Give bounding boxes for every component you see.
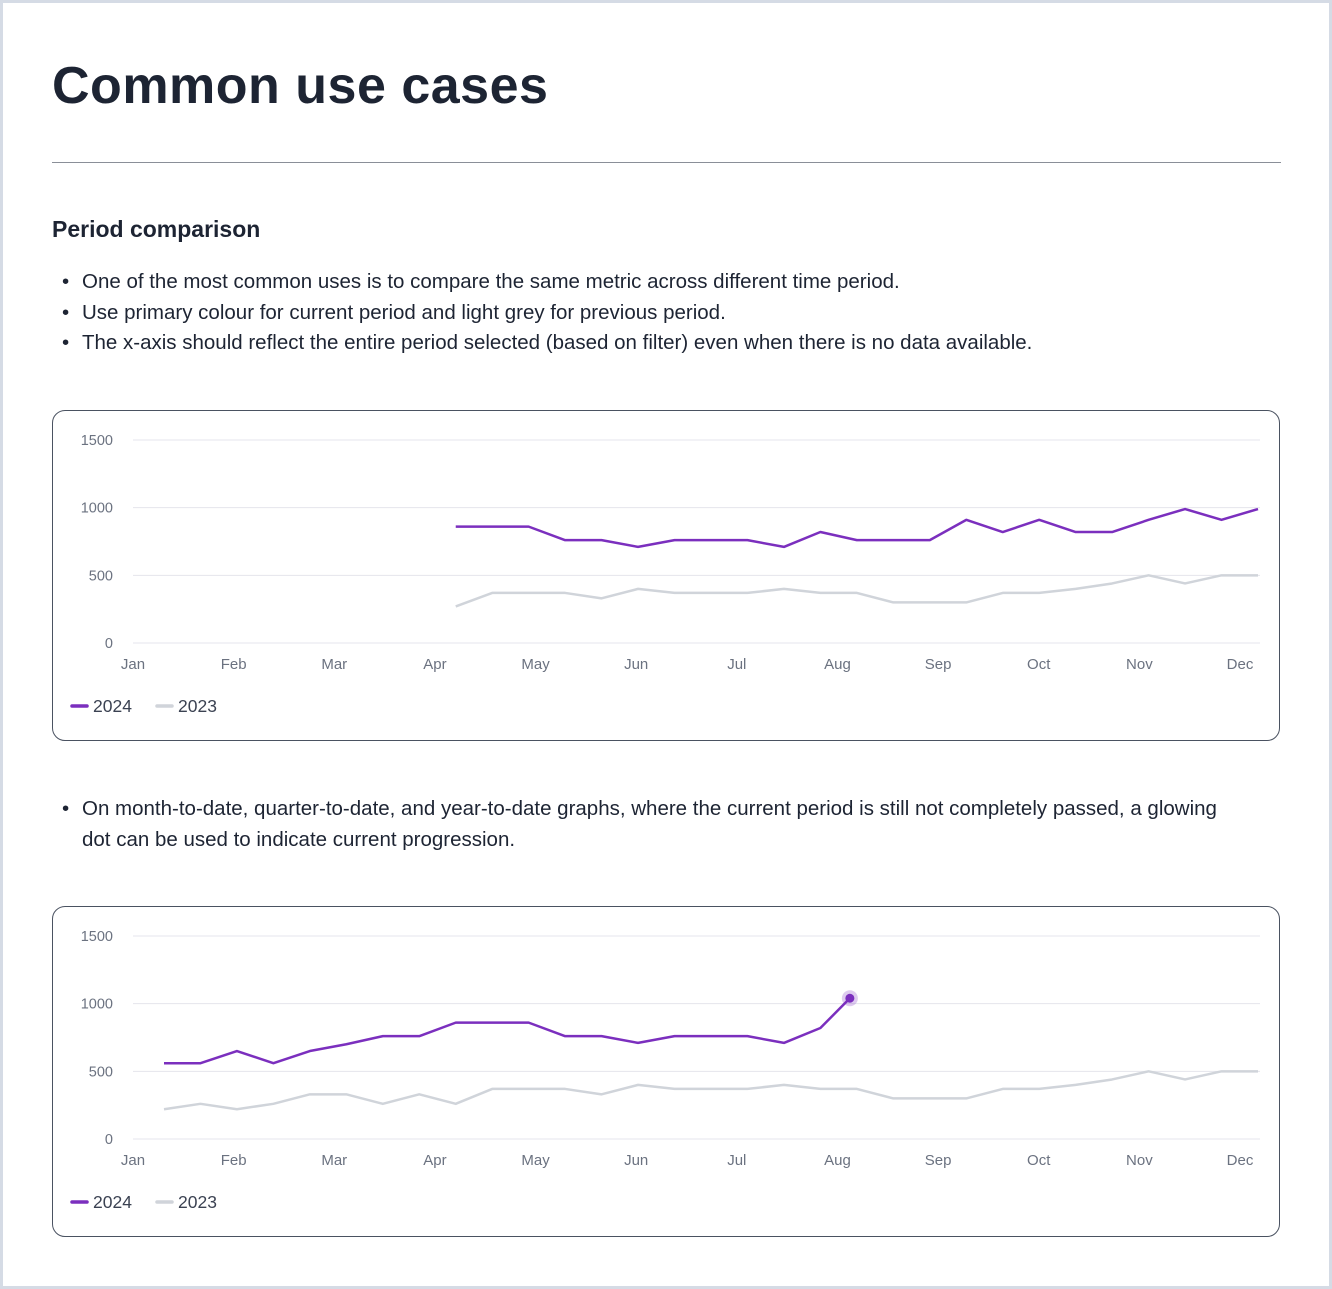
x-tick-label: Oct: [1027, 1152, 1051, 1169]
series-line-2023: [454, 573, 1258, 608]
series-line-2024: [455, 507, 1258, 548]
x-tick-label: Apr: [423, 656, 446, 673]
guideline-item: One of the most common uses is to compar…: [52, 267, 1032, 298]
y-tick-label: 0: [104, 636, 112, 652]
y-tick-label: 500: [88, 1064, 112, 1080]
x-tick-label: Dec: [1226, 1152, 1253, 1169]
x-tick-label: Aug: [824, 656, 851, 673]
legend-label: 2024: [93, 1192, 132, 1212]
y-tick-label: 1500: [80, 433, 112, 449]
x-tick-label: Jun: [624, 656, 648, 673]
period-comparison-chart-card: 0 500 1000 1500 Jan Feb Mar Apr May Jun Jul Aug Sep O…: [52, 410, 1280, 741]
guideline-list: One of the most common uses is to compar…: [52, 267, 1032, 359]
legend-label: 2024: [93, 696, 132, 716]
x-tick-label: Nov: [1126, 656, 1153, 673]
x-tick-label: Apr: [423, 1152, 446, 1169]
year-to-date-chart-card: 0 500 1000 1500 Jan Feb Mar Apr May Jun Jul Aug Sep O…: [52, 906, 1280, 1237]
x-tick-label: May: [521, 656, 550, 673]
guideline-list-2: On month-to-date, quarter-to-date, and y…: [52, 794, 1232, 855]
y-tick-label: 1000: [80, 996, 112, 1012]
series-line-2024: [163, 996, 851, 1064]
y-tick-label: 1000: [80, 500, 112, 516]
guideline-item: On month-to-date, quarter-to-date, and y…: [52, 794, 1232, 855]
legend-label: 2023: [178, 696, 217, 716]
guideline-item: The x-axis should reflect the entire per…: [52, 328, 1032, 359]
guideline-item: Use primary colour for current period an…: [52, 298, 1032, 329]
y-tick-label: 1500: [80, 929, 112, 945]
x-tick-label: Sep: [924, 1152, 951, 1169]
legend-label: 2023: [178, 1192, 217, 1212]
year-to-date-chart: 0 500 1000 1500 Jan Feb Mar Apr May Jun Jul Aug Sep O…: [69, 929, 1260, 1212]
x-tick-label: Jul: [727, 656, 746, 673]
x-tick-label: Oct: [1027, 656, 1051, 673]
x-tick-label: Mar: [321, 1152, 347, 1169]
series-line-2023: [163, 1069, 1258, 1110]
x-tick-label: Dec: [1226, 656, 1253, 673]
title-divider: [52, 162, 1281, 163]
x-tick-label: Aug: [824, 1152, 851, 1169]
x-tick-label: Nov: [1126, 1152, 1153, 1169]
x-tick-label: Jul: [727, 1152, 746, 1169]
x-tick-label: Mar: [321, 656, 347, 673]
x-tick-label: Jan: [120, 1152, 144, 1169]
x-tick-label: Sep: [924, 656, 951, 673]
x-tick-label: Jun: [624, 1152, 648, 1169]
current-progress-dot: [844, 993, 854, 1003]
y-tick-label: 0: [104, 1132, 112, 1148]
page-title: Common use cases: [52, 57, 549, 115]
period-comparison-chart: 0 500 1000 1500 Jan Feb Mar Apr May Jun Jul Aug Sep O…: [69, 433, 1260, 716]
x-tick-label: Feb: [220, 656, 246, 673]
section-title: Period comparison: [52, 216, 261, 242]
y-tick-label: 500: [88, 568, 112, 584]
x-tick-label: May: [521, 1152, 550, 1169]
x-tick-label: Feb: [220, 1152, 246, 1169]
x-tick-label: Jan: [120, 656, 144, 673]
